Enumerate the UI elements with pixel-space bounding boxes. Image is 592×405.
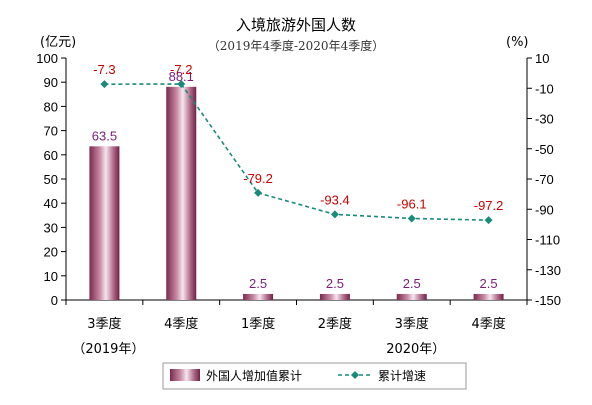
bar xyxy=(89,146,120,300)
bar-data-label: 88.1 xyxy=(169,69,194,84)
line-layer xyxy=(100,80,493,225)
bar-data-label: 2.5 xyxy=(480,276,498,291)
bar-data-label: 2.5 xyxy=(326,276,344,291)
bar xyxy=(473,293,504,300)
left-tick-label: 90 xyxy=(44,75,58,90)
legend-bar-label: 外国人增加值累计 xyxy=(206,368,302,383)
left-tick-label: 50 xyxy=(44,172,58,187)
right-tick-label: -150 xyxy=(535,293,561,308)
legend-bar-swatch xyxy=(170,369,200,381)
growth-point xyxy=(177,80,186,89)
growth-point xyxy=(484,216,493,225)
category-label: 4季度 xyxy=(164,316,198,332)
axes-layer: 0 10 20 30 40 50 60 70 80 90 100 -150 -130 -110 -90 -70… xyxy=(36,51,561,357)
left-tick-label: 10 xyxy=(44,269,58,284)
growth-point xyxy=(330,210,339,219)
line-data-label: -79.2 xyxy=(243,171,273,186)
left-tick-label: 80 xyxy=(44,99,58,114)
growth-line xyxy=(104,83,489,221)
chart-title: 入境旅游外国人数 xyxy=(236,16,356,34)
category-label: 1季度 xyxy=(241,316,275,332)
growth-point xyxy=(407,214,416,223)
line-data-label: -96.1 xyxy=(397,196,427,211)
left-tick-label: 20 xyxy=(44,245,58,260)
left-tick-label: 100 xyxy=(36,51,58,66)
left-tick-label: 40 xyxy=(44,196,58,211)
category-label: 2季度 xyxy=(318,316,352,332)
line-data-label: -97.2 xyxy=(474,198,504,213)
left-axis-unit: (亿元) xyxy=(40,35,76,50)
right-tick-label: -110 xyxy=(535,233,560,248)
bar xyxy=(166,86,197,300)
right-axis-unit: (%) xyxy=(506,35,529,50)
category-label: 3季度 xyxy=(87,316,121,332)
bar xyxy=(396,293,427,300)
bar-data-label: 2.5 xyxy=(403,276,421,291)
bar xyxy=(319,293,350,300)
bar-data-label: 2.5 xyxy=(249,276,267,291)
left-tick-label: 30 xyxy=(44,220,58,235)
year-label: （2019年） xyxy=(72,342,144,357)
category-label: 3季度 xyxy=(395,316,429,332)
line-data-label: -93.4 xyxy=(320,192,350,207)
legend-line-marker xyxy=(351,371,359,379)
right-tick-label: -10 xyxy=(535,81,554,96)
line-data-label: -7.2 xyxy=(170,62,192,77)
growth-point xyxy=(100,80,109,89)
category-label: 4季度 xyxy=(471,316,505,332)
bar xyxy=(243,293,274,300)
legend: 外国人增加值累计 累计增速 xyxy=(162,362,467,390)
right-tick-label: -130 xyxy=(535,263,561,278)
right-tick-label: 10 xyxy=(535,51,549,66)
right-tick-label: -50 xyxy=(535,142,554,157)
chart-subtitle: （2019年4季度-2020年4季度） xyxy=(208,38,384,53)
bar-data-label: 63.5 xyxy=(92,128,117,143)
bars-layer xyxy=(89,86,504,300)
legend-line-label: 累计增速 xyxy=(378,369,426,383)
right-tick-label: -90 xyxy=(535,202,554,217)
year-label: 2020年） xyxy=(386,342,445,357)
left-tick-label: 70 xyxy=(44,124,58,139)
right-tick-label: -30 xyxy=(535,112,554,127)
line-data-label: -7.3 xyxy=(93,62,115,77)
left-tick-label: 0 xyxy=(51,293,58,308)
legend-box xyxy=(162,362,467,390)
left-tick-label: 60 xyxy=(44,148,58,163)
growth-point xyxy=(254,188,263,197)
right-tick-label: -70 xyxy=(535,172,554,187)
labels-layer: 63.5 88.1 2.5 2.5 2.5 2.5 -7.3 -7.2 -79.2 -93.4 -9… xyxy=(92,62,504,291)
